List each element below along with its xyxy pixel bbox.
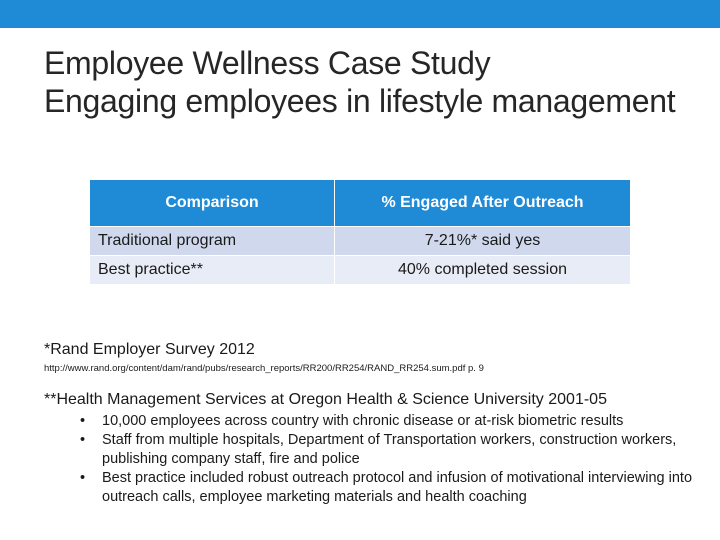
list-item: • Best practice included robust outreach… <box>80 469 704 507</box>
title-line-1: Employee Wellness Case Study <box>44 45 491 81</box>
bullet-text: Staff from multiple hospitals, Departmen… <box>102 432 677 467</box>
bullet-icon: • <box>80 470 86 486</box>
row-label: Best practice** <box>90 255 335 284</box>
row-label: Traditional program <box>90 226 335 256</box>
title-line-2: Engaging employees in lifestyle manageme… <box>44 83 676 119</box>
footnote-ohsu: **Health Management Services at Oregon H… <box>44 391 607 408</box>
bullet-icon: • <box>80 432 86 448</box>
row-value: 7-21%* said yes <box>334 226 630 256</box>
footnote-rand: *Rand Employer Survey 2012 <box>44 341 255 358</box>
footnotes: *Rand Employer Survey 2012 http://www.ra… <box>44 340 704 507</box>
slide-title: Employee Wellness Case Study Engaging em… <box>44 44 676 120</box>
bullet-icon: • <box>80 413 86 429</box>
footnote-rand-url: http://www.rand.org/content/dam/rand/pub… <box>44 363 484 374</box>
header-comparison: Comparison <box>90 180 335 227</box>
table-row: Best practice** 40% completed session <box>90 255 630 284</box>
table-header-row: Comparison % Engaged After Outreach <box>90 180 630 227</box>
bullet-text: 10,000 employees across country with chr… <box>102 413 624 429</box>
list-item: • 10,000 employees across country with c… <box>80 412 704 431</box>
header-engaged: % Engaged After Outreach <box>334 180 630 227</box>
row-value: 40% completed session <box>334 255 630 284</box>
comparison-table: Comparison % Engaged After Outreach Trad… <box>90 180 630 284</box>
table-row: Traditional program 7-21%* said yes <box>90 226 630 256</box>
top-accent-bar <box>0 0 720 28</box>
list-item: • Staff from multiple hospitals, Departm… <box>80 431 704 469</box>
bullet-text: Best practice included robust outreach p… <box>102 470 693 505</box>
footnote-bullet-list: • 10,000 employees across country with c… <box>44 412 704 507</box>
